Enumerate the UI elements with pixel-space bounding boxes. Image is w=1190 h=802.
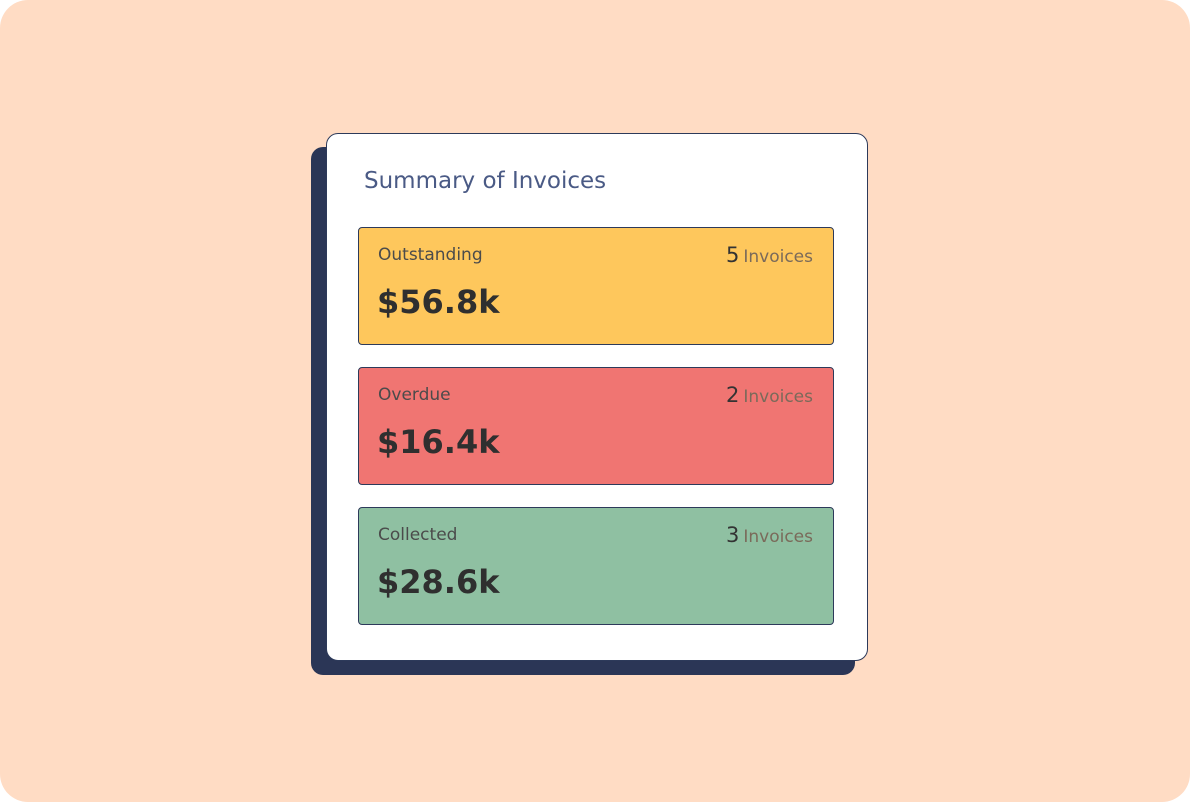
card-amount: $28.6k (377, 563, 500, 601)
count-label: Invoices (743, 527, 813, 547)
card-label: Collected (378, 525, 458, 545)
invoice-card[interactable]: Overdue $16.4k 2 Invoices (358, 367, 834, 485)
card-label: Outstanding (378, 245, 483, 265)
card-label: Overdue (378, 385, 451, 405)
summary-panel: Summary of Invoices Outstanding $56.8k 5 In… (326, 133, 868, 661)
invoice-card[interactable]: Outstanding $56.8k 5 Invoices (358, 227, 834, 345)
card-amount: $56.8k (377, 283, 500, 321)
count-number: 3 (725, 523, 740, 547)
invoice-count: 5 Invoices (726, 243, 813, 267)
invoice-card[interactable]: Collected $28.6k 3 Invoices (358, 507, 834, 625)
card-amount: $16.4k (377, 423, 500, 461)
invoice-count: 3 Invoices (726, 523, 813, 547)
count-number: 2 (725, 383, 740, 407)
count-label: Invoices (743, 247, 813, 267)
count-label: Invoices (743, 387, 813, 407)
title: Summary of Invoices (364, 168, 607, 194)
invoice-count: 2 Invoices (726, 383, 813, 407)
count-number: 5 (725, 243, 740, 267)
